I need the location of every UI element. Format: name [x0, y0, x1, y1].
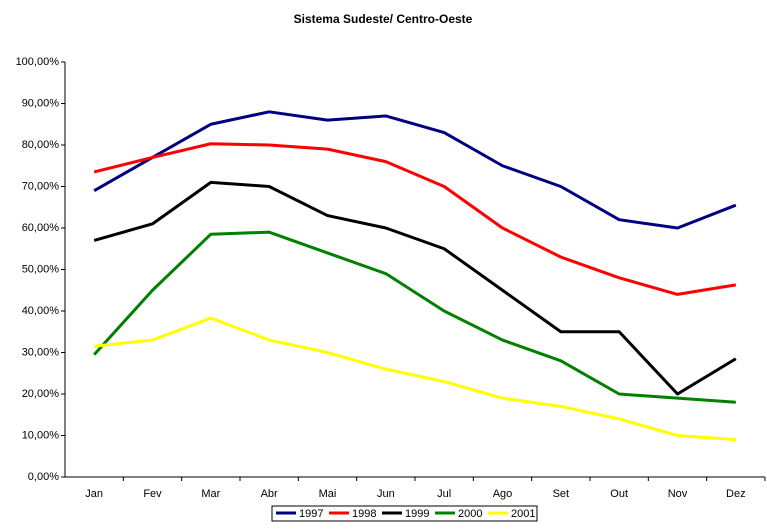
legend-label: 1997 — [299, 508, 323, 520]
y-tick-label: 70,00% — [22, 180, 60, 192]
series-line — [94, 316, 736, 442]
y-tick-label: 60,00% — [22, 222, 60, 234]
y-tick-label: 10,00% — [22, 429, 60, 441]
y-tick-label: 90,00% — [22, 97, 60, 109]
x-tick-label: Out — [610, 488, 628, 500]
x-tick-label: Ago — [493, 488, 513, 500]
x-tick-label: Fev — [143, 488, 162, 500]
chart-title: Sistema Sudeste/ Centro-Oeste — [294, 12, 473, 26]
x-tick-label: Set — [553, 488, 570, 500]
x-tick-label: Mar — [201, 488, 220, 500]
x-tick-label: Jun — [377, 488, 395, 500]
legend-label: 1998 — [352, 508, 376, 520]
x-tick-label: Jan — [85, 488, 103, 500]
series-line — [93, 142, 737, 296]
x-tick-label: Dez — [726, 488, 746, 500]
y-tick-label: 40,00% — [22, 305, 60, 317]
x-tick-label: Abr — [261, 488, 278, 500]
legend-box — [271, 505, 538, 522]
series-line — [93, 110, 737, 230]
x-tick-label: Nov — [668, 488, 688, 500]
legend-label: 2001 — [511, 508, 535, 520]
y-tick-label: 30,00% — [22, 346, 60, 358]
series-line — [93, 230, 736, 404]
series-line — [93, 180, 737, 396]
y-tick-label: 0,00% — [28, 471, 59, 483]
y-tick-label: 20,00% — [22, 388, 60, 400]
y-tick-label: 50,00% — [22, 263, 60, 275]
y-tick-label: 100,00% — [16, 56, 60, 68]
x-tick-label: Jul — [437, 488, 451, 500]
y-tick-label: 80,00% — [22, 139, 60, 151]
x-tick-label: Mai — [319, 488, 337, 500]
legend-label: 2000 — [458, 508, 482, 520]
legend-label: 1999 — [405, 508, 429, 520]
